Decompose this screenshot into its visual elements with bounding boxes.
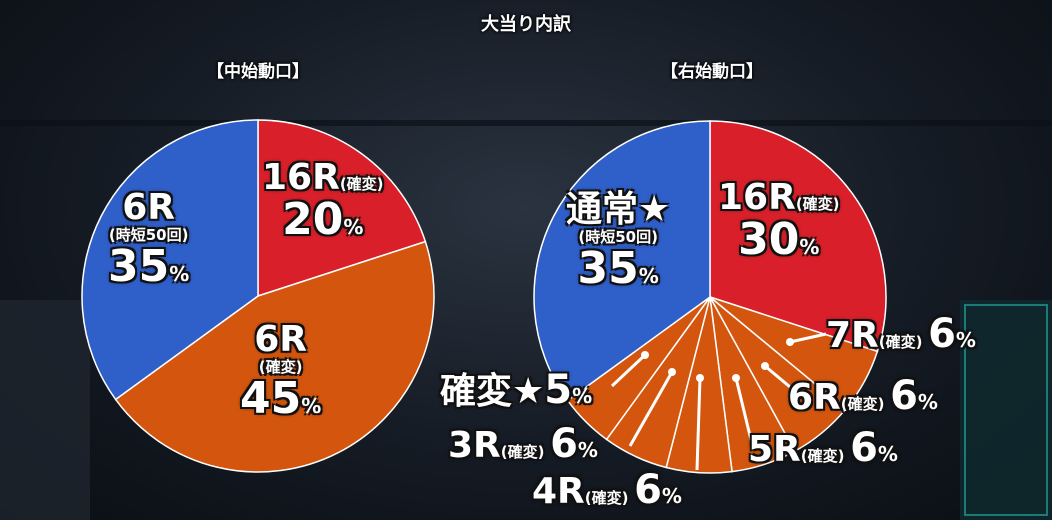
slice-label-16r-right: 16R(確変) 30% — [718, 177, 840, 265]
slice-label-4r: 4R(確変) 6% — [532, 467, 682, 513]
leader-dot-4 — [696, 374, 704, 382]
leader-dot-3 — [732, 374, 740, 382]
slice-label-kakuhen-star: 確変★5% — [440, 367, 593, 413]
pie-slice-0-0 — [257, 119, 427, 298]
leader-dot-2 — [761, 362, 769, 370]
leader-line-2 — [764, 364, 797, 394]
slice-label-6r-right: 6R(確変) 6% — [788, 373, 938, 419]
slice-label-3r: 3R(確変) 6% — [448, 421, 598, 467]
leader-line-5 — [628, 371, 674, 447]
leader-dot-1 — [786, 338, 794, 346]
leader-line-4 — [695, 377, 702, 471]
pie-slice-0-1 — [114, 240, 435, 473]
pie-chart-right — [533, 120, 887, 474]
slice-label-6r-jitan-center: 6R (時短50回) 35% — [108, 187, 190, 292]
chart-title-right: 【右始動口】 — [661, 62, 763, 82]
pie-chart-center — [81, 119, 435, 473]
chart-title-center: 【中始動口】 — [207, 62, 309, 82]
slice-label-16r-center: 16R(確変) 20% — [262, 157, 384, 245]
slice-label-7r: 7R(確変) 6% — [826, 311, 976, 357]
pie-slice-0-2 — [81, 119, 259, 401]
leader-line-6 — [610, 353, 647, 388]
slice-label-5r: 5R(確変) 6% — [748, 425, 898, 471]
leader-line-3 — [734, 377, 754, 445]
leader-dot-6 — [641, 351, 649, 359]
pie-slice-1-0 — [709, 120, 887, 353]
leader-dot-5 — [668, 368, 676, 376]
leader-line-1 — [789, 332, 827, 344]
leader-lines — [610, 332, 827, 471]
pie-slice-1-7 — [533, 120, 711, 402]
page-title: 大当り内訳 — [481, 14, 571, 35]
slice-label-tsujo-right: 通常★ (時短50回) 35% — [566, 189, 671, 294]
slice-label-6r-kakuhen-center: 6R (確変) 45% — [240, 319, 322, 424]
